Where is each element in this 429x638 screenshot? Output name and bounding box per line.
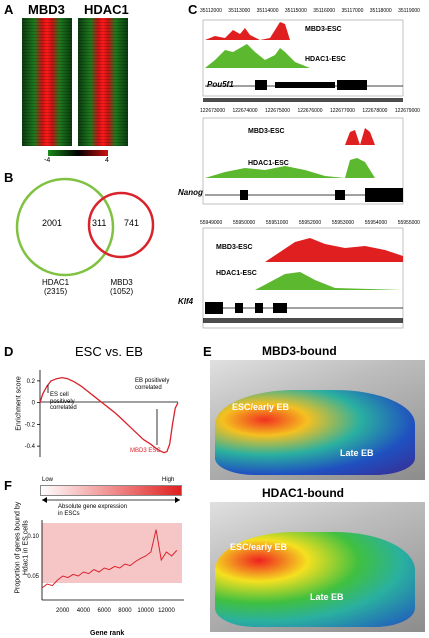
- region-esc-early-eb-2: ESC/early EB: [230, 542, 288, 552]
- track-label-mbd3-3: MBD3-ESC: [216, 244, 253, 251]
- panel-letter-c: C: [188, 2, 198, 17]
- venn-right-total: (1052): [110, 287, 134, 296]
- venn-overlap-count: 311: [92, 218, 107, 228]
- f-y-tick-label: 0.05: [27, 574, 39, 580]
- heatmap-mbd3: [22, 18, 72, 146]
- expression-arrow: [42, 497, 180, 503]
- f-y-tick-label: 0.10: [27, 534, 39, 540]
- track-label-mbd3-2: MBD3-ESC: [248, 128, 285, 135]
- panel-letter-d: D: [4, 344, 14, 359]
- track-label-mbd3-1: MBD3-ESC: [305, 26, 342, 33]
- heatmap-label-hdac1: HDAC1: [84, 2, 129, 17]
- panel-letter-b: B: [4, 170, 14, 185]
- gsea-plot: 0.2 0 -0.2 -0.4: [25, 370, 179, 457]
- f-x-tick-label: 6000: [98, 608, 112, 614]
- gsea-title: ESC vs. EB: [75, 344, 143, 359]
- region-late-eb-1: Late EB: [340, 448, 374, 458]
- coords-nanog: 122673000 122674000 122675000 122676000 1226…: [200, 108, 420, 114]
- gradient-low-label: Low: [42, 477, 54, 483]
- d-y-tick-label: -0.2: [25, 422, 36, 428]
- genome-tracks: [202, 19, 404, 329]
- panel-letter-e: E: [203, 344, 212, 359]
- track-label-hdac1-2: HDAC1-ESC: [248, 160, 289, 167]
- venn-right-name: MBD3: [110, 278, 133, 287]
- hdac1-series: [41, 529, 178, 589]
- f-x-tick-label: 12000: [158, 608, 175, 614]
- venn-left-label: HDAC1 (2315): [42, 278, 69, 296]
- gsea-annotation-es: ES cell positively correlated: [50, 392, 77, 412]
- venn-circle-mbd3: [87, 191, 155, 259]
- gsea-annotation-eb: EB positively correlated: [135, 378, 170, 391]
- panel-letter-f: F: [4, 478, 12, 493]
- d-y-tick-label: 0: [32, 401, 36, 407]
- f-x-tick-label: 8000: [118, 608, 132, 614]
- highlight-band: [42, 523, 182, 583]
- d-y-tick-label: -0.4: [25, 444, 36, 450]
- landscape-title-mbd3: MBD3-bound: [262, 344, 337, 358]
- hdac1-xlabel: Gene rank: [90, 630, 125, 637]
- coords-pou5f1: 35112000 35113000 35114000 35115000 35116000…: [200, 8, 420, 14]
- gene-label-klf4: Klf4: [178, 297, 194, 306]
- venn-left-name: HDAC1: [42, 278, 70, 287]
- venn-left-count: 2001: [42, 218, 63, 228]
- region-esc-early-eb-1: ESC/early EB: [232, 402, 290, 412]
- track-label-hdac1-1: HDAC1-ESC: [305, 56, 346, 63]
- scale-min-label: -4: [44, 157, 51, 164]
- venn-right-label: MBD3 (1052): [110, 278, 133, 296]
- venn-right-count: 741: [124, 218, 140, 228]
- heatmap-label-mbd3: MBD3: [28, 2, 65, 17]
- heatmap-hdac1: [78, 18, 128, 146]
- expression-gradient-bar: [40, 485, 182, 496]
- venn-circle-hdac1: [15, 177, 115, 277]
- gene-label-pou5f1: Pou5f1: [207, 80, 234, 89]
- gene-label-nanog: Nanog: [178, 188, 203, 197]
- venn-diagram: [15, 177, 155, 277]
- scale-max-label: 4: [105, 157, 109, 164]
- panel-letter-a: A: [4, 2, 14, 17]
- coords-klf4: 55949000 55950000 55951000 55952000 55953000…: [200, 220, 420, 226]
- gradient-high-label: High: [162, 477, 175, 483]
- color-scale-bar: [48, 150, 108, 156]
- track-label-hdac1-3: HDAC1-ESC: [216, 270, 257, 277]
- d-y-tick-label: 0.2: [27, 379, 36, 385]
- f-x-tick-label: 4000: [77, 608, 91, 614]
- landscape-hdac1: ESC/early EB Late EB: [210, 502, 425, 632]
- landscape-mbd3: ESC/early EB Late EB: [210, 360, 425, 480]
- gsea-series-mbd3-esc: [39, 376, 179, 454]
- gsea-series-label: MBD3 ESC: [130, 448, 161, 454]
- expression-arrow-label: Absolute gene expression in ESCs: [58, 504, 128, 517]
- f-x-tick-label: 2000: [56, 608, 70, 614]
- landscape-title-hdac1: HDAC1-bound: [262, 486, 344, 500]
- venn-left-total: (2315): [44, 287, 68, 296]
- hdac1-rank-plot: 0.10 0.05 2000 4000 6000 8000 10000 12000: [27, 520, 184, 614]
- region-late-eb-2: Late EB: [310, 592, 344, 602]
- f-x-tick-label: 10000: [137, 608, 154, 614]
